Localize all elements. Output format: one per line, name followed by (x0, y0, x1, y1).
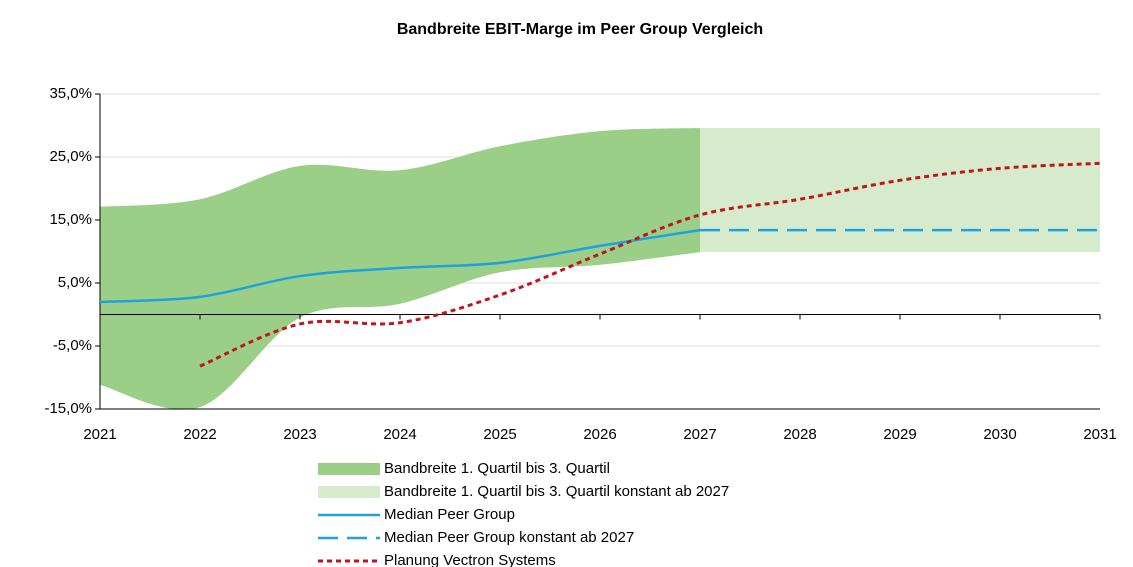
x-tick-label: 2021 (83, 426, 116, 443)
y-tick-label: 5,0% (58, 274, 92, 291)
y-tick-label: 35,0% (49, 85, 92, 102)
x-tick-label: 2030 (983, 426, 1016, 443)
legend-label: Median Peer Group konstant ab 2027 (384, 529, 634, 546)
y-tick-label: 15,0% (49, 211, 92, 228)
legend-label: Bandbreite 1. Quartil bis 3. Quartil (384, 460, 610, 477)
x-tick-label: 2025 (483, 426, 516, 443)
x-tick-label: 2027 (683, 426, 716, 443)
legend-label: Bandbreite 1. Quartil bis 3. Quartil kon… (384, 483, 729, 500)
x-tick-label: 2023 (283, 426, 316, 443)
legend-label: Planung Vectron Systems (384, 552, 556, 567)
x-tick-label: 2022 (183, 426, 216, 443)
x-tick-label: 2028 (783, 426, 816, 443)
x-tick-label: 2024 (383, 426, 416, 443)
series-line (99, 228, 701, 304)
chart-title: Bandbreite EBIT-Marge im Peer Group Verg… (397, 21, 763, 38)
y-tick-label: 25,0% (49, 148, 92, 165)
legend-swatch (318, 486, 380, 498)
x-tick-label: 2031 (1083, 426, 1116, 443)
y-tick-label: -5,0% (53, 337, 92, 354)
band-area (700, 128, 1100, 253)
legend-label: Median Peer Group (384, 506, 515, 523)
legend-swatch (318, 463, 380, 475)
x-tick-label: 2026 (583, 426, 616, 443)
x-tick-label: 2029 (883, 426, 916, 443)
y-tick-label: -15,0% (44, 400, 92, 417)
